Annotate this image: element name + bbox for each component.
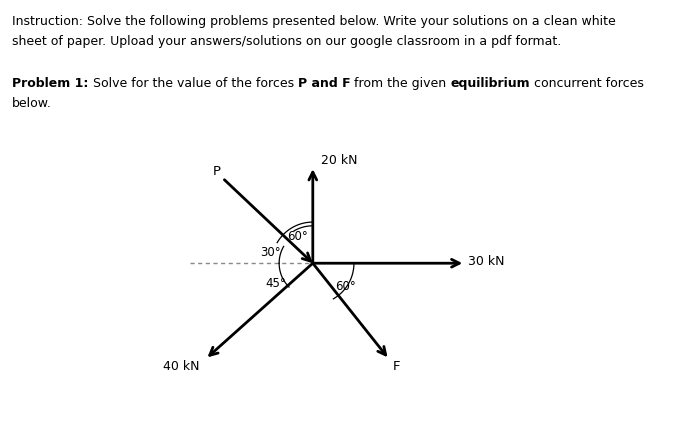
Text: 60°: 60°: [288, 230, 308, 243]
Text: equilibrium: equilibrium: [450, 77, 530, 90]
Text: P: P: [213, 165, 221, 178]
Text: Instruction: Solve the following problems presented below. Write your solutions : Instruction: Solve the following problem…: [12, 15, 616, 28]
Text: below.: below.: [12, 97, 52, 110]
Text: 45°: 45°: [265, 277, 286, 290]
Text: F: F: [393, 360, 401, 372]
Text: concurrent forces: concurrent forces: [530, 77, 644, 90]
Text: sheet of paper. Upload your answers/solutions on our google classroom in a pdf f: sheet of paper. Upload your answers/solu…: [12, 35, 562, 48]
Text: P and F: P and F: [298, 77, 350, 90]
Text: 30°: 30°: [260, 246, 281, 259]
Text: 40 kN: 40 kN: [163, 360, 199, 372]
Text: Problem 1:: Problem 1:: [12, 77, 88, 90]
Text: 60°: 60°: [335, 280, 356, 293]
Text: 20 kN: 20 kN: [321, 154, 358, 167]
Text: 30 kN: 30 kN: [468, 255, 505, 268]
Text: Solve for the value of the forces: Solve for the value of the forces: [88, 77, 298, 90]
Text: from the given: from the given: [350, 77, 450, 90]
